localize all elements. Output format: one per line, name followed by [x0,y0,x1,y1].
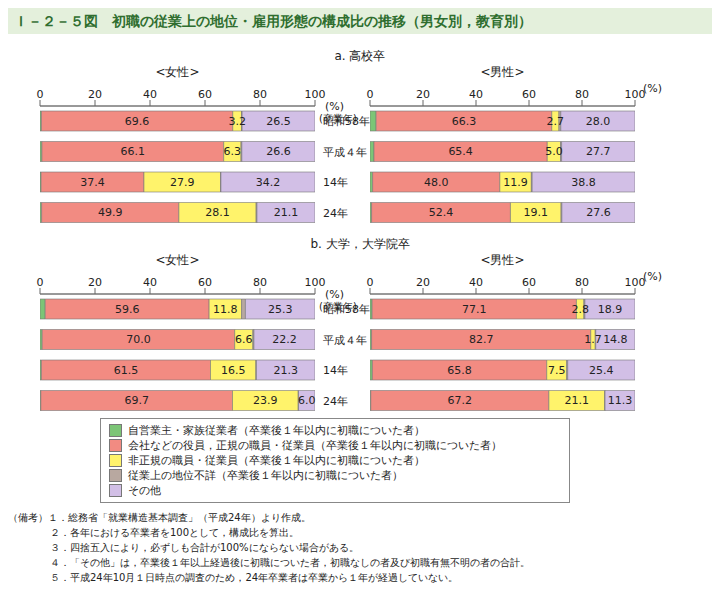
html-text:b. 大学，大学院卒: b. 大学，大学院卒 [310,237,410,251]
svg-text:21.1: 21.1 [274,206,299,219]
svg-text:26.6: 26.6 [266,145,291,158]
svg-text:6.6: 6.6 [235,333,253,346]
html-text:５．平成24年10月１日時点の調査のため，24年卒業者は卒業: ５．平成24年10月１日時点の調査のため，24年卒業者は卒業から１年が経過してい… [50,572,459,583]
svg-text:82.7: 82.7 [469,333,494,346]
html-text:(卒業年): (卒業年) [319,113,357,124]
svg-text:59.6: 59.6 [115,303,140,316]
svg-text:27.7: 27.7 [586,145,611,158]
svg-text:40: 40 [143,276,157,289]
svg-text:0: 0 [367,276,374,289]
svg-text:40: 40 [143,88,157,101]
html-text:<男性>: <男性> [480,65,525,79]
svg-text:21.3: 21.3 [273,364,298,377]
svg-text:37.4: 37.4 [80,176,105,189]
svg-text:24年: 24年 [323,395,348,408]
svg-text:0: 0 [37,276,44,289]
svg-text:40: 40 [469,88,483,101]
svg-text:34.2: 34.2 [256,176,281,189]
svg-text:61.5: 61.5 [114,364,139,377]
svg-text:20: 20 [88,276,102,289]
svg-text:1.7: 1.7 [584,333,602,346]
svg-text:100: 100 [305,276,326,289]
svg-text:19.1: 19.1 [524,206,549,219]
svg-text:20: 20 [416,88,430,101]
svg-text:14.8: 14.8 [603,333,628,346]
svg-text:5.0: 5.0 [545,145,563,158]
svg-text:2.8: 2.8 [571,303,589,316]
svg-text:38.8: 38.8 [571,176,596,189]
svg-text:60: 60 [198,88,212,101]
svg-text:28.0: 28.0 [586,115,611,128]
svg-text:70.0: 70.0 [126,333,151,346]
html-text:<女性>: <女性> [155,65,200,79]
svg-text:20: 20 [88,88,102,101]
svg-text:69.6: 69.6 [125,115,150,128]
svg-text:66.3: 66.3 [452,115,477,128]
html-text:<女性>: <女性> [155,253,200,267]
html-text:非正規の職員・従業員（卒業後１年以内に初職についた者）: 非正規の職員・従業員（卒業後１年以内に初職についた者） [128,454,425,467]
svg-text:11.8: 11.8 [213,303,238,316]
svg-text:69.7: 69.7 [124,394,149,407]
svg-text:60: 60 [522,276,536,289]
svg-text:24年: 24年 [323,207,348,220]
svg-text:22.2: 22.2 [272,333,297,346]
html-text:従業上の地位不詳（卒業後１年以内に初職についた者）: 従業上の地位不詳（卒業後１年以内に初職についた者） [128,469,403,482]
svg-text:7.5: 7.5 [548,364,566,377]
svg-text:27.9: 27.9 [170,176,195,189]
svg-text:3.2: 3.2 [228,115,246,128]
svg-text:67.2: 67.2 [448,394,473,407]
html-text:a. 高校卒: a. 高校卒 [334,49,386,63]
svg-text:18.9: 18.9 [598,303,623,316]
svg-text:66.1: 66.1 [121,145,146,158]
svg-text:16.5: 16.5 [221,364,246,377]
html-text:<男性>: <男性> [480,253,525,267]
svg-text:48.0: 48.0 [424,176,449,189]
svg-text:21.1: 21.1 [565,394,590,407]
svg-text:80: 80 [575,276,589,289]
svg-text:23.9: 23.9 [253,394,278,407]
svg-text:27.6: 27.6 [586,206,611,219]
svg-text:28.1: 28.1 [205,206,230,219]
html-text:会社などの役員，正規の職員・従業員（卒業後１年以内に初職につ: 会社などの役員，正規の職員・従業員（卒業後１年以内に初職についた者） [128,439,502,452]
svg-text:20: 20 [416,276,430,289]
svg-text:80: 80 [575,88,589,101]
svg-text:65.4: 65.4 [448,145,473,158]
html-text:（備考）１．総務省「就業構造基本調査」（平成24年）より作成: （備考）１．総務省「就業構造基本調査」（平成24年）より作成。 [8,512,311,523]
svg-text:25.4: 25.4 [589,364,614,377]
svg-text:6.3: 6.3 [224,145,242,158]
svg-text:26.5: 26.5 [266,115,291,128]
svg-text:25.3: 25.3 [268,303,293,316]
svg-text:0: 0 [367,88,374,101]
svg-text:52.4: 52.4 [429,206,454,219]
svg-text:100: 100 [625,88,646,101]
html-text:Ｉ－２－５図 初職の従業上の地位・雇用形態の構成比の推移（男: Ｉ－２－５図 初職の従業上の地位・雇用形態の構成比の推移（男女別，教育別） [14,13,532,29]
svg-text:平成４年: 平成４年 [323,146,367,159]
html-text:４．「その他」は，卒業後１年以上経過後に初職についた者，初職: ４．「その他」は，卒業後１年以上経過後に初職についた者，初職なしの者及び初職有無… [50,557,530,568]
svg-text:80: 80 [253,276,267,289]
svg-text:80: 80 [253,88,267,101]
svg-text:2.7: 2.7 [547,115,565,128]
html-text:自営業主・家族従業者（卒業後１年以内に初職についた者）: 自営業主・家族従業者（卒業後１年以内に初職についた者） [128,424,425,437]
svg-text:40: 40 [469,276,483,289]
html-text:３．四捨五入により，必ずしも合計が100%にならない場合があ: ３．四捨五入により，必ずしも合計が100%にならない場合がある。 [50,542,359,553]
svg-text:6.0: 6.0 [298,394,316,407]
svg-text:11.3: 11.3 [608,394,633,407]
svg-text:14年: 14年 [323,176,348,189]
svg-text:平成４年: 平成４年 [323,334,367,347]
svg-text:77.1: 77.1 [462,303,487,316]
svg-text:100: 100 [305,88,326,101]
svg-text:65.8: 65.8 [447,364,472,377]
html-text:(卒業年): (卒業年) [319,301,357,312]
svg-text:100: 100 [625,276,646,289]
svg-text:14年: 14年 [323,364,348,377]
svg-text:60: 60 [522,88,536,101]
svg-text:0: 0 [37,88,44,101]
html-text:２．各年における卒業者を100として，構成比を算出。: ２．各年における卒業者を100として，構成比を算出。 [50,527,300,538]
svg-text:11.9: 11.9 [503,176,528,189]
html-text:その他: その他 [128,484,161,497]
svg-text:60: 60 [198,276,212,289]
svg-text:49.9: 49.9 [98,206,123,219]
